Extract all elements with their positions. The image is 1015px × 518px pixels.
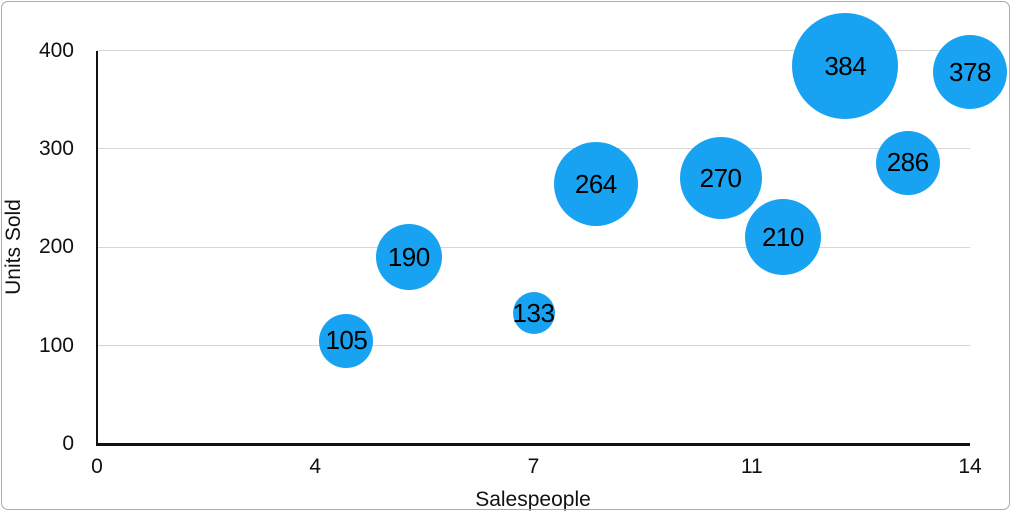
bubble-label: 286 xyxy=(886,147,929,178)
bubble-384: 384 xyxy=(792,13,899,120)
y-tick-label-0: 0 xyxy=(62,432,74,455)
bubble-label: 105 xyxy=(325,325,368,356)
gridline-y-100 xyxy=(97,345,970,347)
bubble-label: 210 xyxy=(761,221,804,252)
y-axis-title: Units Sold xyxy=(2,199,25,295)
bubble-label: 190 xyxy=(387,241,430,272)
bubble-105: 105 xyxy=(319,313,374,368)
bubble-label: 378 xyxy=(949,56,991,87)
y-tick-label-300: 300 xyxy=(38,136,74,160)
y-tick-label-100: 100 xyxy=(38,333,74,357)
bubble-label: 133 xyxy=(512,297,555,328)
y-tick-label-200: 200 xyxy=(38,235,74,259)
x-axis-title: Salespeople xyxy=(475,488,591,511)
bubble-label: 270 xyxy=(699,162,742,193)
bubble-378: 378 xyxy=(933,35,1007,110)
bubble-190: 190 xyxy=(375,224,442,291)
bubble-label: 384 xyxy=(824,50,867,81)
x-tick-label-4: 4 xyxy=(309,455,322,478)
bubble-264: 264 xyxy=(553,142,638,227)
x-tick-label-11: 11 xyxy=(740,455,763,478)
bubble-133: 133 xyxy=(512,292,555,335)
bubble-210: 210 xyxy=(744,199,821,276)
gridline-y-400 xyxy=(97,50,970,51)
x-tick-label-7: 7 xyxy=(527,455,540,478)
bubble-270: 270 xyxy=(679,137,762,220)
x-tick-label-14: 14 xyxy=(958,455,982,478)
gridline-y-300 xyxy=(97,148,970,150)
bubble-286: 286 xyxy=(875,130,940,195)
bubble-label: 264 xyxy=(574,168,617,199)
gridline-y-200 xyxy=(97,246,970,248)
x-axis-line xyxy=(96,443,970,446)
y-tick-label-400: 400 xyxy=(38,38,74,62)
y-axis-line xyxy=(96,50,98,444)
x-tick-label-0: 0 xyxy=(91,455,103,478)
